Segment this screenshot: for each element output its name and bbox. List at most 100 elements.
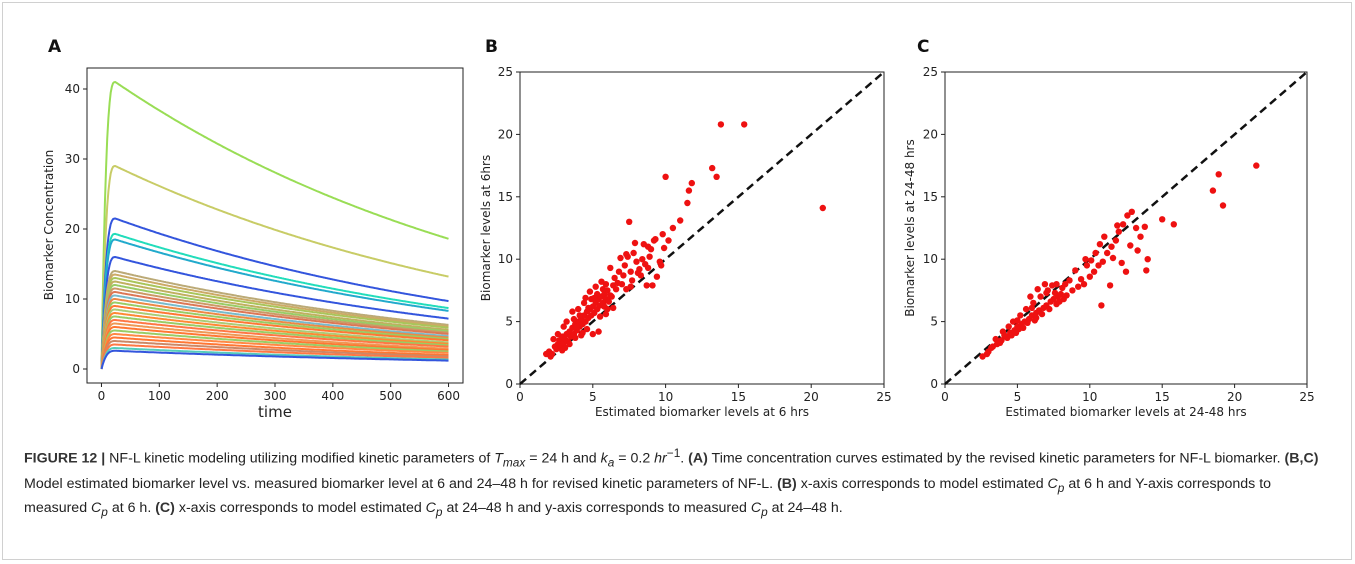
panel-c-point bbox=[1253, 162, 1260, 169]
panel-b-x-tick-label: 20 bbox=[804, 390, 819, 404]
panel-b-point bbox=[586, 288, 594, 295]
panel-b-point bbox=[639, 256, 646, 263]
panel-c-y-label: Biomarker levels at 24-48 hrs bbox=[903, 139, 917, 317]
panel-b-point bbox=[623, 251, 630, 258]
caption-ref-bc: (B,C) bbox=[1284, 450, 1319, 467]
panel-c-point bbox=[1028, 304, 1036, 312]
panel-c-frame bbox=[944, 71, 1308, 385]
panel-b-point bbox=[685, 187, 693, 194]
panel-c-point bbox=[1037, 293, 1044, 300]
panel-b-point bbox=[627, 268, 634, 275]
panel-c-identity-line bbox=[944, 71, 1308, 385]
panel-b-point bbox=[628, 277, 636, 284]
panel-c-point bbox=[1083, 262, 1091, 269]
panel-b-point bbox=[684, 199, 691, 207]
figure-caption: FIGURE 12 | NF-L kinetic modeling utiliz… bbox=[24, 443, 1334, 523]
panel-b-point bbox=[599, 286, 607, 293]
panel-b-point bbox=[570, 315, 578, 323]
panel-a-series-line bbox=[100, 276, 449, 370]
panel-c-point bbox=[1038, 310, 1046, 318]
panel-b-point bbox=[589, 330, 596, 338]
panel-c-point bbox=[1056, 298, 1063, 305]
panel-b-point bbox=[579, 329, 586, 336]
panel-letter-b: B bbox=[485, 37, 498, 57]
panel-c-point bbox=[1024, 319, 1031, 326]
panel-b-point bbox=[572, 334, 579, 341]
panel-b-y-tick-label: 15 bbox=[498, 190, 513, 204]
panel-a-series-line bbox=[100, 80, 449, 370]
panel-a-x-tick-label: 500 bbox=[379, 389, 402, 403]
panel-c-point bbox=[1134, 247, 1141, 254]
panel-c-point bbox=[1119, 221, 1127, 228]
panel-b-point bbox=[620, 272, 627, 279]
caption-ref-c: (C) bbox=[155, 500, 175, 517]
panel-c-point bbox=[1033, 314, 1040, 322]
caption-hr-unit: hr bbox=[654, 450, 667, 467]
panel-b-point bbox=[575, 305, 582, 313]
panel-b-point bbox=[592, 283, 599, 290]
caption-ka-sub: a bbox=[607, 455, 615, 470]
panel-a-y-tick-label: 40 bbox=[65, 82, 80, 96]
panel-c-point bbox=[1090, 268, 1098, 275]
panel-a-series-line bbox=[100, 336, 449, 370]
panel-c-point bbox=[1104, 249, 1111, 257]
panel-b-point bbox=[621, 262, 628, 269]
panel-c-point bbox=[1118, 259, 1125, 267]
panel-c-point bbox=[1115, 228, 1123, 235]
panel-b-point bbox=[582, 294, 589, 302]
caption-cp-var: C bbox=[1047, 475, 1058, 492]
panel-a-x-tick-label: 400 bbox=[321, 389, 344, 403]
panel-b-point bbox=[652, 236, 659, 243]
panel-b-point bbox=[819, 204, 826, 212]
panel-a-y-tick-label: 10 bbox=[65, 292, 80, 306]
panel-c-point bbox=[1209, 187, 1217, 194]
panel-a-series-line bbox=[100, 280, 449, 370]
panel-c-point bbox=[1041, 281, 1049, 288]
caption-text-c2: at 24–48 h and y-axis corresponds to mea… bbox=[442, 500, 751, 517]
panel-a-series-line bbox=[100, 347, 449, 370]
panel-letter-a: A bbox=[48, 37, 62, 57]
panel-a-series-line bbox=[100, 164, 449, 370]
panel-b-point bbox=[615, 268, 623, 275]
panel-b-scatter-chart: 0 5 10 15 20 25 0 5 10 15 20 25 Estimated biomarke… bbox=[479, 65, 892, 419]
panel-c-point bbox=[1053, 281, 1060, 288]
panel-c-point bbox=[1086, 273, 1094, 280]
panel-a-series-line bbox=[100, 232, 449, 370]
panel-b-point bbox=[601, 303, 608, 310]
panel-a-series-line bbox=[100, 238, 449, 370]
panel-b-point bbox=[550, 335, 557, 343]
panel-a-x-tick-label: 0 bbox=[98, 389, 106, 403]
panel-b-y-tick-label: 0 bbox=[505, 377, 513, 391]
panel-c-x-tick-label: 0 bbox=[941, 390, 949, 404]
panel-c-point bbox=[1046, 305, 1053, 313]
panel-c-x-tick-label: 15 bbox=[1155, 390, 1170, 404]
panel-a-series-line bbox=[100, 255, 449, 370]
panel-c-point bbox=[1057, 290, 1065, 298]
panel-a-series-line bbox=[100, 326, 449, 370]
panel-b-point bbox=[688, 179, 695, 187]
panel-c-point bbox=[1106, 282, 1114, 289]
panel-c-point bbox=[1030, 299, 1037, 307]
caption-text-b2: at 6 h and Y-axis corresponds to measure… bbox=[24, 475, 1272, 517]
panel-letter-c: C bbox=[917, 37, 929, 57]
panel-c-y-tick-label: 10 bbox=[923, 252, 938, 266]
panel-b-point bbox=[561, 344, 569, 351]
caption-cp-sub: p bbox=[1057, 480, 1065, 495]
panel-b-point bbox=[614, 279, 621, 287]
panel-b-point bbox=[569, 308, 576, 315]
panel-a-y-ticks: 0 10 20 30 40 bbox=[65, 82, 87, 376]
panel-b-point bbox=[709, 164, 716, 172]
panel-b-point bbox=[610, 304, 617, 312]
panel-c-y-tick-label: 15 bbox=[923, 190, 938, 204]
panel-c-point bbox=[1098, 302, 1105, 309]
panel-b-point bbox=[627, 283, 634, 290]
panel-b-point bbox=[596, 313, 604, 320]
panel-a-series-line bbox=[100, 294, 449, 370]
panel-b-point bbox=[677, 217, 684, 224]
panel-a-series-lines bbox=[100, 80, 449, 370]
panel-b-point bbox=[580, 299, 588, 307]
panel-a-series-line bbox=[100, 305, 449, 370]
caption-ka-value: = 0.2 bbox=[614, 450, 655, 467]
panel-c-y-tick-label: 0 bbox=[930, 377, 938, 391]
panel-c-y-tick-label: 20 bbox=[923, 127, 938, 141]
